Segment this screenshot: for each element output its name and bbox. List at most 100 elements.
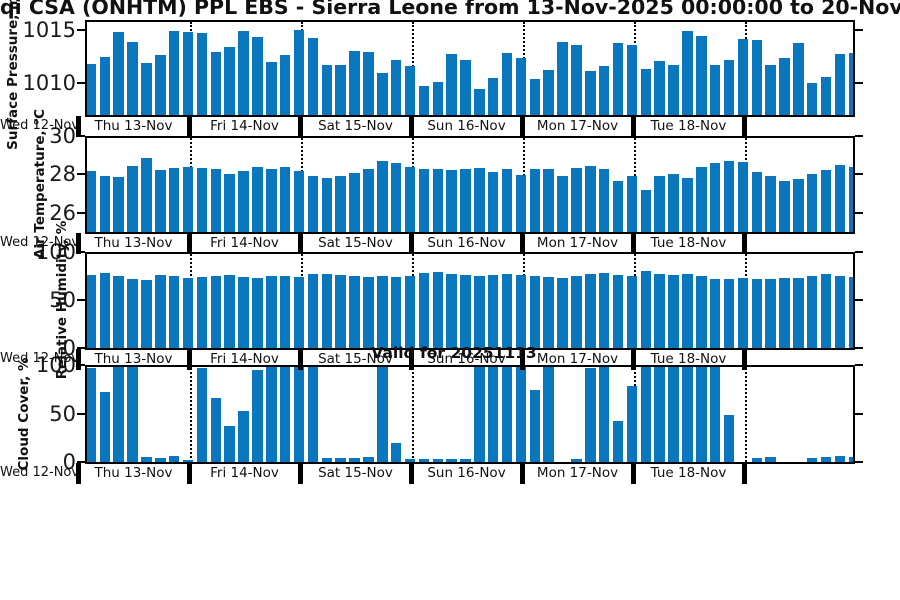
bar: [834, 54, 846, 115]
day-label: Mon 17-Nov: [536, 235, 619, 251]
bar: [335, 176, 346, 232]
bar: [640, 271, 652, 348]
bar: [640, 69, 652, 115]
bar: [321, 64, 333, 115]
bar: [696, 166, 707, 232]
bar: [99, 392, 111, 462]
day-boundary-tick: [408, 116, 414, 137]
bar: [834, 456, 846, 462]
bar: [474, 367, 485, 462]
day-label: Sun 16-Nov: [427, 465, 506, 481]
bar: [543, 367, 554, 462]
bar: [612, 421, 624, 462]
bar: [293, 367, 305, 462]
bar: [141, 279, 152, 348]
y-tick-mark-right: [855, 135, 863, 137]
bar: [668, 275, 679, 348]
bar: [598, 367, 610, 462]
y-tick-mark-left: [77, 364, 85, 366]
bar: [654, 274, 665, 348]
day-boundary-line: [412, 367, 414, 462]
bar: [196, 32, 208, 115]
bar: [654, 367, 665, 462]
bar: [737, 39, 749, 115]
bar: [682, 178, 693, 232]
bar: [141, 158, 152, 232]
bar: [501, 168, 513, 232]
bar: [682, 367, 693, 462]
bar: [307, 38, 319, 115]
bar: [709, 367, 721, 462]
day-boundary-tick: [741, 349, 747, 370]
bar: [446, 169, 457, 232]
bar: [487, 171, 499, 232]
y-tick-mark-left: [77, 251, 85, 253]
bar: [418, 86, 430, 115]
bar: [155, 458, 166, 462]
bar: [598, 168, 610, 232]
bar: [252, 37, 263, 115]
x-first-day-label: Wed 12-Nov: [0, 465, 80, 480]
bar: [307, 274, 319, 348]
day-label: Tue 18-Nov: [650, 465, 727, 481]
bar: [99, 273, 111, 348]
day-label: Mon 17-Nov: [536, 118, 619, 134]
day-boundary-tick: [297, 116, 303, 137]
bar: [127, 165, 138, 232]
bar: [612, 43, 624, 115]
bar: [168, 456, 180, 462]
bar: [557, 42, 568, 115]
bar: [99, 57, 111, 115]
day-boundary-tick: [75, 116, 81, 137]
bar: [390, 59, 402, 115]
bar: [640, 189, 652, 232]
bar: [820, 274, 832, 348]
bar: [155, 169, 166, 232]
plot-box: [85, 252, 855, 350]
bar: [709, 162, 721, 232]
bar: [543, 70, 554, 115]
bar: [432, 459, 443, 462]
day-boundary-tick: [519, 116, 525, 137]
day-label: Fri 14-Nov: [210, 465, 279, 481]
x-first-day-label: Wed 12-Nov: [0, 235, 80, 250]
bar: [779, 277, 790, 348]
day-label: Tue 18-Nov: [650, 235, 727, 251]
bar: [529, 390, 541, 462]
bar: [501, 53, 513, 115]
day-boundary-tick: [630, 349, 636, 370]
bar: [723, 278, 735, 348]
bar: [585, 367, 596, 462]
bar: [224, 46, 235, 115]
bar: [848, 166, 853, 232]
y-axis-label: Surface Pressure, mb: [5, 0, 21, 150]
bar: [321, 178, 333, 232]
figure-title: qi CSA (ONHTM) PPL EBS - Sierra Leone fr…: [0, 0, 900, 19]
bar: [113, 367, 124, 462]
bar: [571, 44, 582, 115]
bar: [87, 275, 97, 348]
bar: [279, 55, 291, 115]
day-label: Thu 13-Nov: [94, 118, 173, 134]
plot-box: [85, 365, 855, 464]
bar: [224, 275, 235, 348]
day-label: Fri 14-Nov: [210, 118, 279, 134]
bar: [501, 274, 513, 348]
bar: [793, 179, 804, 232]
day-label: Thu 13-Nov: [94, 351, 173, 367]
y-axis-label: Cloud Cover, %: [16, 357, 32, 470]
bar: [751, 40, 762, 115]
bar: [793, 43, 804, 115]
day-boundary-tick: [408, 233, 414, 254]
bar: [723, 415, 735, 462]
day-boundary-tick: [519, 349, 525, 370]
bar: [113, 276, 124, 348]
day-label: Tue 18-Nov: [650, 118, 727, 134]
bar: [377, 276, 388, 348]
bar: [404, 276, 416, 348]
bar: [182, 166, 194, 232]
bar: [626, 176, 638, 232]
day-boundary-tick: [741, 233, 747, 254]
bar: [834, 276, 846, 348]
bar: [737, 161, 749, 232]
